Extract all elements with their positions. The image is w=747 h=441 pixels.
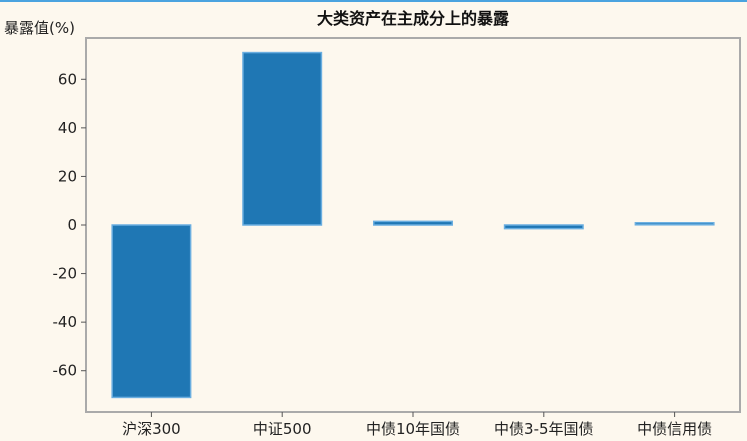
bar (242, 51, 323, 226)
x-tick-label: 中债10年国债 (366, 420, 460, 438)
y-axis-ticks: -60 -40 -20 0 20 40 60 (53, 70, 86, 380)
y-axis-label: 暴露值(%) (4, 19, 75, 37)
bars-group (111, 51, 715, 399)
x-axis-ticks: 沪深300 中证500 中债10年国债 中债3-5年国债 中债信用债 (122, 412, 712, 438)
y-tick-label: 20 (58, 167, 77, 185)
y-tick-label: -20 (53, 265, 78, 283)
x-tick-label: 沪深300 (122, 420, 181, 438)
x-tick-label: 中债3-5年国债 (494, 420, 594, 438)
y-tick-label: 60 (58, 70, 77, 88)
x-tick-label: 中债信用债 (637, 420, 712, 438)
bar (111, 224, 192, 399)
y-tick-label: -60 (53, 362, 78, 380)
bar (634, 222, 715, 226)
y-tick-label: 40 (58, 119, 77, 137)
y-tick-label: 0 (67, 216, 77, 234)
chart-title: 大类资产在主成分上的暴露 (317, 9, 510, 28)
x-tick-label: 中证500 (253, 420, 312, 438)
bar (373, 220, 453, 226)
y-tick-label: -40 (53, 313, 78, 331)
bar (503, 224, 584, 230)
top-rule (0, 0, 747, 2)
